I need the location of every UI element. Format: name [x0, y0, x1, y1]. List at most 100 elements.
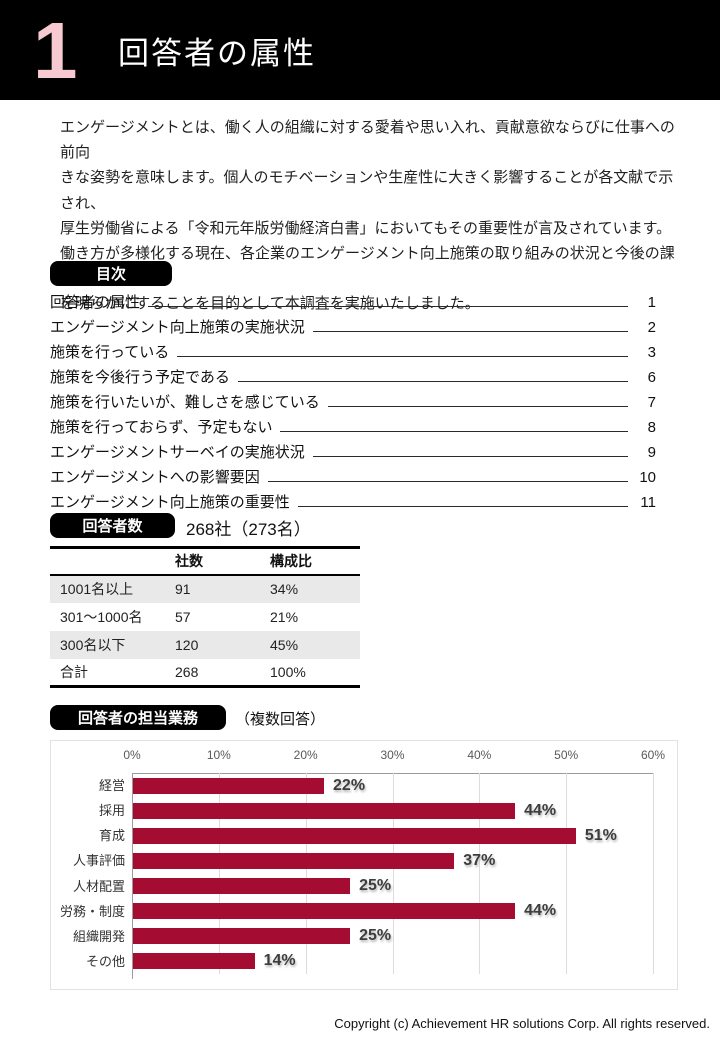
row-ratio: 100%	[270, 663, 306, 680]
row-label: 301～1000名	[60, 608, 143, 625]
row-count: 268	[175, 663, 199, 680]
category-label: 組織開発	[72, 928, 125, 944]
bar-row: 22%	[133, 773, 654, 798]
row-ratio: 21%	[270, 608, 299, 625]
tick-label: 40%	[467, 748, 492, 762]
bar	[133, 852, 455, 869]
bar	[133, 802, 516, 819]
toc-item-title: エンゲージメントへの影響要因	[50, 469, 260, 486]
table-row: 合計 268 100%	[50, 659, 360, 687]
tick-label: 10%	[206, 748, 231, 762]
toc-item[interactable]: エンゲージメント向上施策の実施状況 2	[50, 316, 656, 341]
intro-paragraph: エンゲージメントとは、働く人の組織に対する愛着や思い入れ、貢献意欲ならびに仕事へ…	[60, 119, 675, 313]
toc-leader	[267, 468, 628, 482]
row-label: 合計	[60, 663, 88, 680]
toc-item-title: 施策を行っている	[50, 344, 170, 361]
bar	[133, 878, 351, 895]
category-label: 採用	[98, 803, 125, 819]
category-label: 人材配置	[72, 878, 125, 894]
respondent-table: 社数 構成比 1001名以上 91 34% 301～1000名 57 21% 3…	[50, 546, 360, 688]
toc-item-title: 回答者の属性	[50, 294, 141, 311]
page-title: 回答者の属性	[118, 36, 316, 71]
category-label: 労務・制度	[59, 903, 125, 919]
header-blank	[50, 547, 175, 576]
toc-page-number: 1	[647, 294, 656, 311]
category-labels: 経営 採用 育成 人事評価 人材配置 労務・制度 組織開発 その他	[51, 773, 125, 974]
bar-value-label: 14%	[263, 952, 296, 970]
toc-item-title: エンゲージメントサーベイの実施状況	[50, 444, 305, 461]
bar-row: 25%	[133, 874, 654, 899]
toc-list: 回答者の属性 1 エンゲージメント向上施策の実施状況 2 施策を行っている 3 …	[50, 291, 656, 516]
respondent-count-badge: 回答者数	[50, 513, 175, 538]
toc-item[interactable]: 施策を行っている 3	[50, 341, 656, 366]
page-header: 1 回答者の属性	[0, 0, 720, 100]
toc-item-title: 施策を今後行う予定である	[50, 369, 230, 386]
bar	[133, 928, 351, 945]
toc-page-number: 8	[647, 419, 656, 436]
table-row: 300名以下 120 45%	[50, 630, 360, 659]
bar-value-label: 51%	[584, 826, 617, 844]
toc-item[interactable]: 施策を今後行う予定である 6	[50, 366, 656, 391]
x-axis-tick-labels: 0% 10% 20% 30% 40% 50% 60%	[123, 748, 665, 764]
bar-value-label: 44%	[524, 902, 557, 920]
toc-item[interactable]: エンゲージメントへの影響要因 10	[50, 466, 656, 491]
tick-label: 20%	[293, 748, 318, 762]
toc-page-number: 2	[647, 319, 656, 336]
toc-item[interactable]: 回答者の属性 1	[50, 291, 656, 316]
toc-leader	[312, 443, 628, 457]
tick-label: 30%	[380, 748, 405, 762]
duties-badge: 回答者の担当業務	[50, 705, 226, 730]
row-ratio: 34%	[270, 581, 299, 597]
section-number: 1	[33, 6, 78, 95]
category-label: 人事評価	[72, 853, 125, 869]
bar	[133, 903, 516, 920]
bar-value-label: 37%	[463, 851, 496, 869]
tick-label: 0%	[123, 748, 141, 762]
gridlines	[132, 773, 654, 974]
tick-label: 60%	[640, 748, 666, 762]
table-header-row: 社数 構成比	[50, 547, 360, 576]
bar-row: 25%	[133, 924, 654, 949]
toc-item-title: 施策を行っておらず、予定もない	[50, 419, 273, 436]
toc-badge: 目次	[50, 261, 172, 286]
bar-value-label: 25%	[359, 877, 392, 895]
duties-bar-chart: 0% 10% 20% 30% 40% 50% 60% 経営 採用 育成 人事評価…	[50, 740, 678, 990]
toc-leader	[237, 368, 628, 382]
bar-value-label: 25%	[359, 927, 392, 945]
category-label: 育成	[98, 828, 125, 844]
bar-value-label: 22%	[333, 776, 366, 794]
row-label: 300名以下	[60, 636, 126, 653]
toc-item[interactable]: 施策を行いたいが、難しさを感じている 7	[50, 391, 656, 416]
bar-row: 44%	[133, 899, 654, 924]
toc-item-title: 施策を行いたいが、難しさを感じている	[50, 394, 320, 411]
bar-row: 51%	[133, 823, 654, 848]
bar-value-label: 44%	[524, 801, 557, 819]
toc-page-number: 11	[640, 494, 656, 511]
toc-item[interactable]: エンゲージメントサーベイの実施状況 9	[50, 441, 656, 466]
category-label: 経営	[98, 778, 125, 794]
bar	[133, 827, 576, 844]
y-axis-line	[132, 773, 133, 979]
toc-leader	[177, 343, 628, 357]
toc-leader	[327, 393, 628, 407]
toc-page-number: 10	[639, 469, 656, 486]
bar-row: 14%	[133, 949, 654, 974]
row-count: 57	[175, 608, 191, 625]
toc-item[interactable]: エンゲージメント向上施策の重要性 11	[50, 491, 656, 516]
respondent-count-summary: 268社（273名）	[186, 520, 311, 539]
toc-page-number: 7	[647, 394, 656, 411]
bar	[133, 953, 255, 970]
toc-leader	[280, 418, 628, 432]
tick-label: 50%	[554, 748, 579, 762]
row-ratio: 45%	[270, 636, 299, 653]
bar-row: 37%	[133, 848, 654, 873]
duties-note: （複数回答）	[235, 711, 326, 728]
table-row: 301～1000名 57 21%	[50, 603, 360, 631]
copyright-text: Copyright (c) Achievement HR solutions C…	[334, 1016, 710, 1031]
row-count: 120	[175, 636, 199, 653]
toc-leader	[148, 293, 628, 307]
row-count: 91	[175, 581, 191, 597]
bar-row: 44%	[133, 798, 654, 823]
toc-item[interactable]: 施策を行っておらず、予定もない 8	[50, 416, 656, 441]
bars-area: 22% 44% 51% 37% 25% 44% 25% 14%	[133, 773, 654, 974]
